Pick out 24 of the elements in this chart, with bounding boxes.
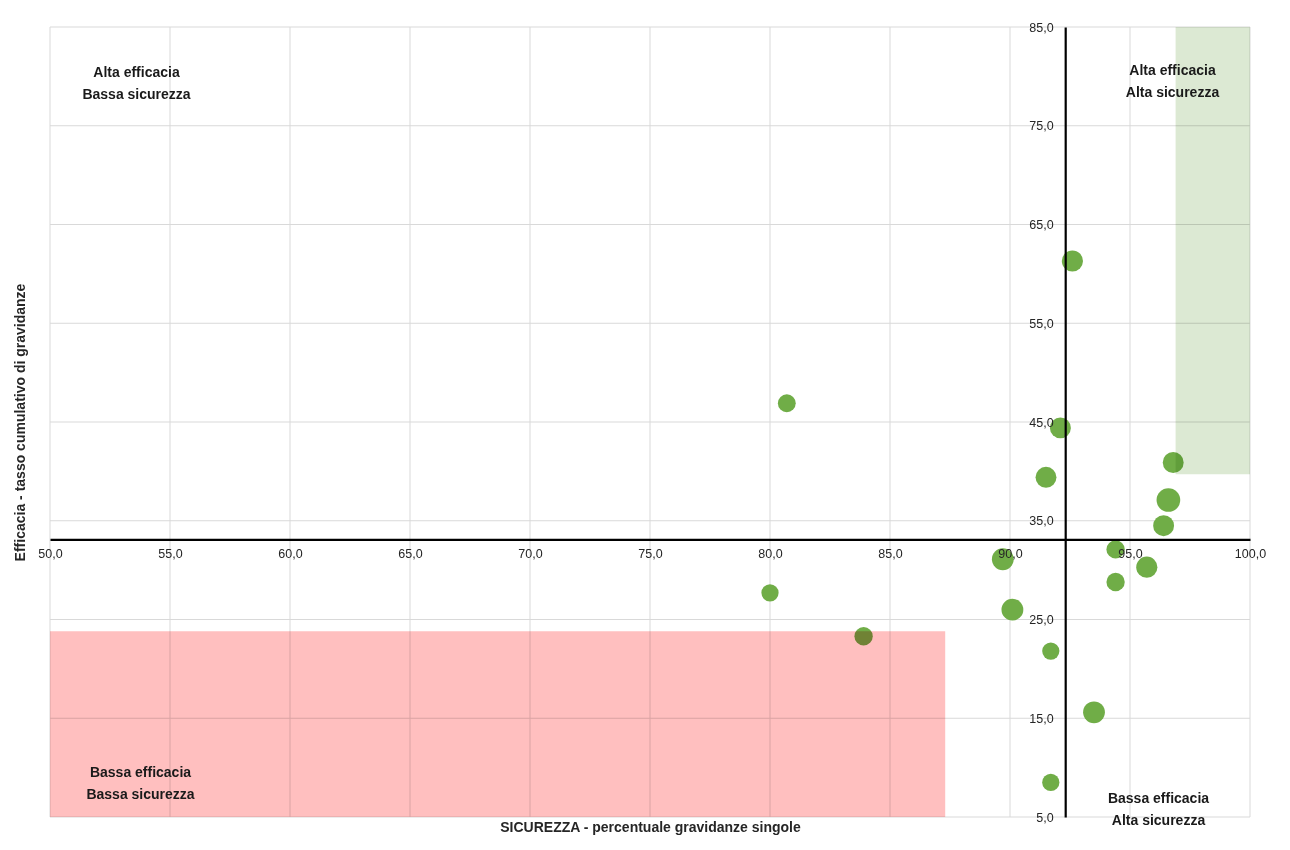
y-tick-label: 55,0 [1029,316,1054,331]
x-tick-label: 65,0 [398,546,423,561]
x-tick-label: 95,0 [1118,546,1143,561]
y-tick-label: 25,0 [1029,613,1054,627]
x-tick-label: 85,0 [878,546,903,561]
x-tick-label: 80,0 [758,546,783,561]
x-axis-title: SICUREZZA - percentuale gravidanze singole [500,818,801,835]
annotation: Bassa efficacia Bassa sicurezza [86,763,195,802]
y-tick-label: 75,0 [1029,119,1054,134]
y-tick-label: 35,0 [1029,514,1054,529]
y-axis-title: Efficacia - tasso cumulativo di gravidanze [11,283,28,562]
x-tick-label: 55,0 [158,546,183,561]
y-tick-label: 5,0 [1036,810,1054,825]
y-tick-label: 15,0 [1029,711,1054,726]
x-tick-label: 50,0 [38,546,63,561]
annotation: Alta efficacia Alta sicurezza [1125,61,1220,100]
x-tick-label: 100,0 [1234,546,1267,561]
x-tick-label: 60,0 [278,546,303,561]
y-tick-label: 85,0 [1029,20,1054,35]
annotation: Bassa efficacia Alta sicurezza [1107,789,1210,828]
annotation: Alta efficacia Bassa sicurezza [82,63,191,102]
x-tick-label: 70,0 [518,546,543,561]
x-tick-label: 75,0 [638,546,663,561]
y-tick-label: 65,0 [1029,218,1054,232]
